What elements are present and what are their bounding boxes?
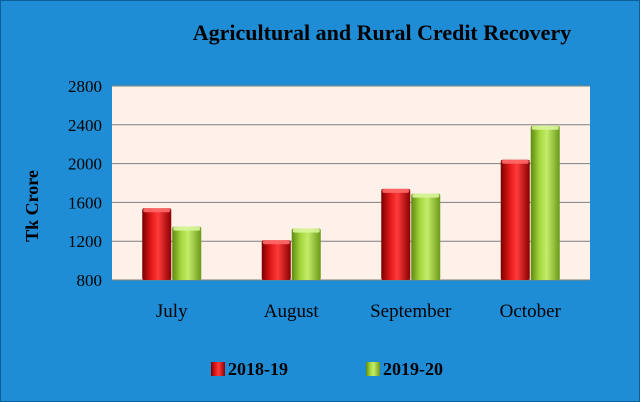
x-tick-label: October <box>500 301 562 322</box>
bar-body <box>172 226 202 280</box>
bar-cap <box>262 240 290 245</box>
legend-item-2019-20: 2019-20 <box>366 359 443 379</box>
y-tick-label: 2000 <box>68 155 102 174</box>
y-axis-ticks: 800 1200 1600 2000 2400 2800 <box>68 77 102 290</box>
bar-july-2018-19 <box>142 208 172 280</box>
bar-cap <box>412 193 440 198</box>
legend-label-2019-20: 2019-20 <box>383 359 443 379</box>
x-tick-label: July <box>156 301 188 322</box>
chart-title: Agricultural and Rural Credit Recovery <box>193 20 571 45</box>
bar-august-2019-20 <box>291 228 321 280</box>
legend-label-2018-19: 2018-19 <box>228 359 288 379</box>
bar-cap <box>382 188 410 193</box>
legend-swatch-2018-19 <box>211 362 225 376</box>
y-tick-label: 1200 <box>68 232 102 251</box>
bar-body <box>500 159 530 280</box>
bar-cap <box>143 208 171 213</box>
y-tick-label: 2400 <box>68 116 102 135</box>
bar-cap <box>173 226 201 231</box>
bar-september-2019-20 <box>411 193 441 280</box>
bar-august-2018-19 <box>261 240 291 280</box>
bar-cap <box>531 125 559 130</box>
legend-swatch-2019-20 <box>366 362 380 376</box>
x-tick-label: September <box>370 301 452 322</box>
bar-september-2018-19 <box>381 188 411 280</box>
bar-body <box>411 193 441 280</box>
legend: 2018-19 2019-20 <box>211 359 443 379</box>
bar-body <box>291 228 321 280</box>
y-axis-title: Tk Crore <box>22 170 42 242</box>
bar-body <box>261 240 291 280</box>
bar-october-2019-20 <box>530 125 560 281</box>
bar-cap <box>292 228 320 233</box>
bar-july-2019-20 <box>172 226 202 280</box>
y-tick-label: 800 <box>77 271 103 290</box>
bars <box>142 125 560 281</box>
x-axis-ticks: July August September October <box>156 301 562 322</box>
x-tick-label: August <box>264 301 320 322</box>
bar-cap <box>501 159 529 164</box>
legend-item-2018-19: 2018-19 <box>211 359 288 379</box>
bar-body <box>142 208 172 280</box>
bar-october-2018-19 <box>500 159 530 280</box>
y-tick-label: 1600 <box>68 193 102 212</box>
bar-body <box>381 188 411 280</box>
y-tick-label: 2800 <box>68 77 102 96</box>
bar-body <box>530 125 560 281</box>
